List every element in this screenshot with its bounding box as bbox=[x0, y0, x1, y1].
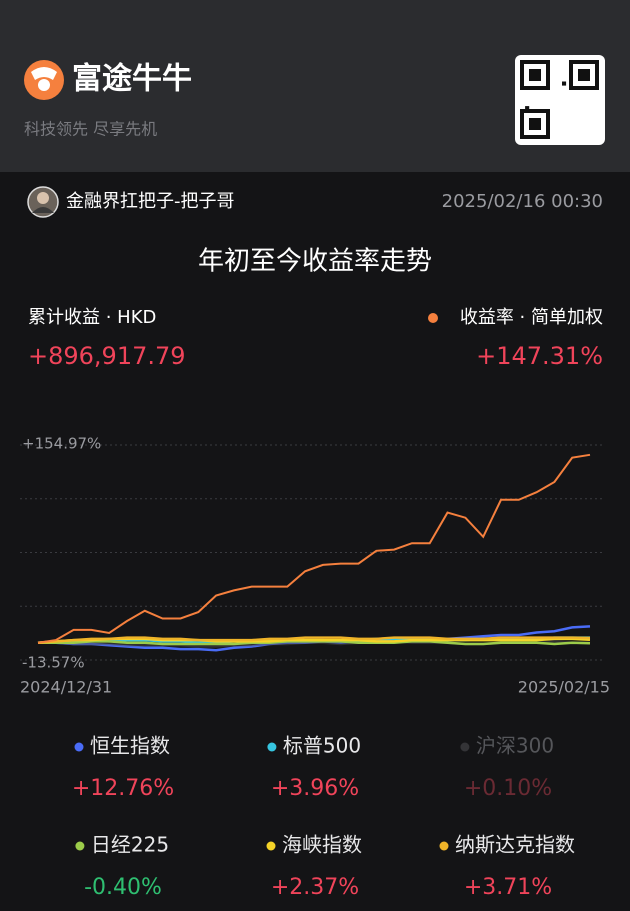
legend-label: 日经225 bbox=[91, 833, 169, 857]
post-time: 2025/02/16 00:30 bbox=[442, 191, 603, 212]
chart-title: 年初至今收益率走势 bbox=[198, 247, 432, 277]
total-return: +0.10% bbox=[464, 776, 552, 801]
legend-label: 收益率 · 简单加权 bbox=[460, 307, 603, 328]
profit-value: +896,917.79 bbox=[28, 342, 186, 370]
legend-dot[interactable] bbox=[74, 742, 84, 752]
total-return: +3.71% bbox=[464, 875, 552, 900]
series-line bbox=[37, 636, 591, 644]
qr-finder bbox=[578, 69, 590, 81]
series-line bbox=[37, 453, 591, 644]
legend-dot[interactable] bbox=[266, 841, 276, 851]
series-line bbox=[37, 637, 591, 644]
avatar bbox=[27, 186, 59, 218]
profit-label: 累计收益 · HKD bbox=[28, 307, 156, 328]
qr-code bbox=[515, 55, 605, 145]
legend-dot[interactable] bbox=[460, 742, 470, 752]
qr-finder bbox=[569, 60, 599, 90]
y-tick-label: +154.97% bbox=[22, 435, 101, 453]
total-return: +12.76% bbox=[72, 776, 174, 801]
qr-cell bbox=[525, 106, 530, 111]
y-tick-label: -13.57% bbox=[22, 654, 85, 672]
qr-cell bbox=[562, 81, 567, 86]
x-tick-label: 2025/02/15 bbox=[518, 678, 610, 697]
user-name: 金融界扛把子-把子哥 bbox=[66, 191, 235, 212]
total-return: +3.96% bbox=[271, 776, 359, 801]
legend-label: 恒生指数 bbox=[90, 734, 170, 758]
slogan: 科技领先 尽享先机 bbox=[24, 120, 157, 139]
series-line bbox=[38, 640, 591, 646]
legend-label: 海峡指数 bbox=[282, 833, 362, 857]
legend-dot[interactable] bbox=[439, 841, 449, 851]
legend-label: 沪深300 bbox=[476, 734, 554, 758]
total-return: -0.40% bbox=[84, 875, 162, 900]
qr-finder bbox=[520, 60, 550, 90]
total-return: +147.31% bbox=[476, 342, 603, 370]
legend-dot[interactable] bbox=[267, 742, 277, 752]
qr-finder bbox=[529, 118, 541, 130]
legend-dot bbox=[428, 313, 438, 323]
qr-finder bbox=[520, 109, 550, 139]
legend-label: 标普500 bbox=[283, 734, 361, 758]
brand: 富途牛牛 bbox=[72, 62, 192, 97]
legend-dot[interactable] bbox=[75, 841, 85, 851]
x-tick-label: 2024/12/31 bbox=[20, 678, 112, 697]
total-return: +2.37% bbox=[271, 875, 359, 900]
qr-finder bbox=[529, 69, 541, 81]
logo bbox=[24, 60, 64, 100]
legend-label: 纳斯达克指数 bbox=[455, 833, 575, 857]
